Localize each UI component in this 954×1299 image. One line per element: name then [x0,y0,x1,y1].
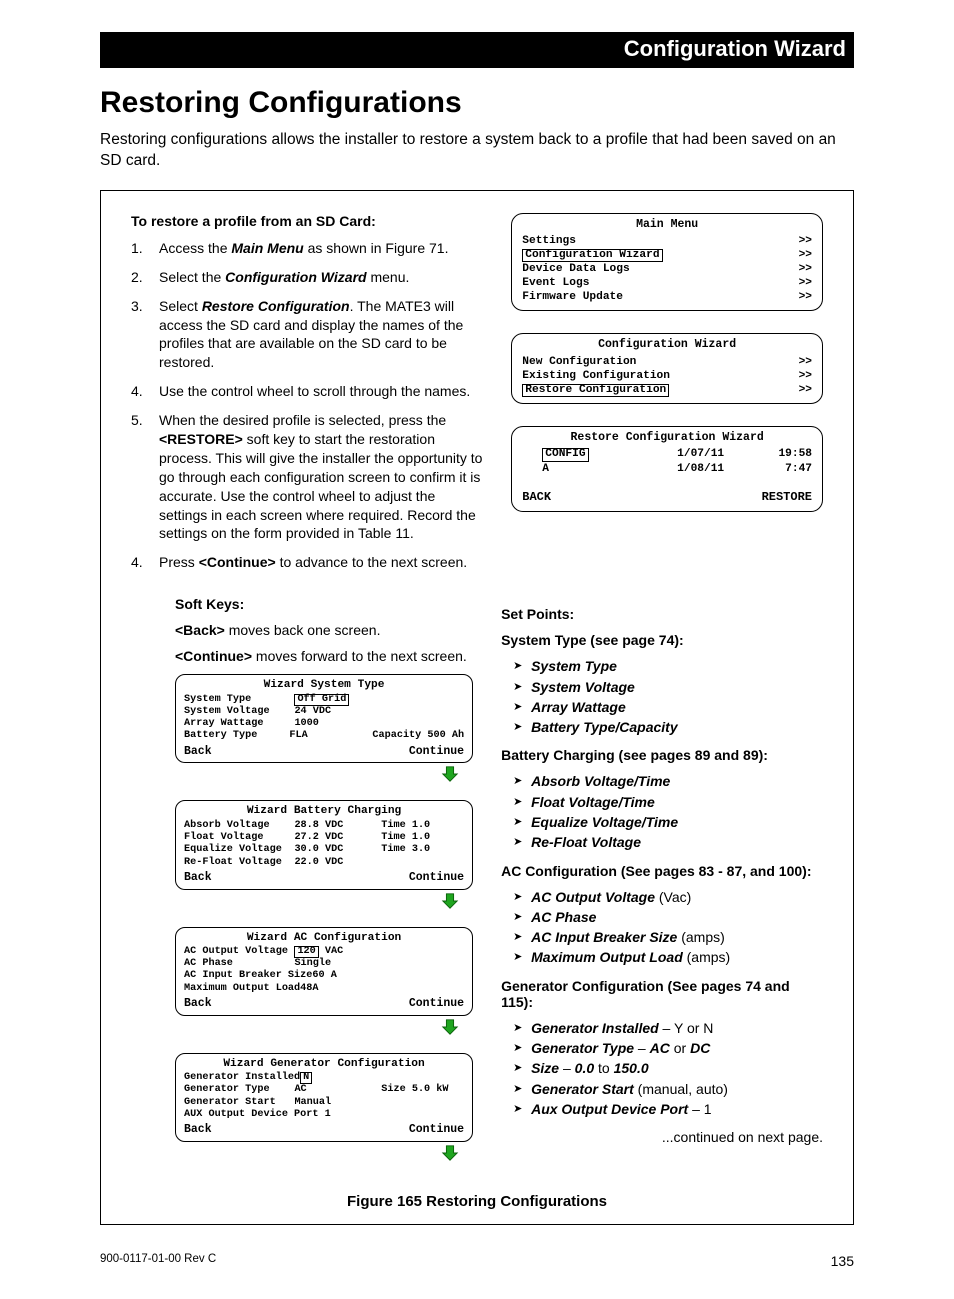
softkey-continue: Continue [409,871,464,885]
rcw-row: A1/08/117:47 [522,462,812,476]
down-arrow-icon [175,1144,459,1167]
set-point-item: AC Output Voltage (Vac) [513,887,823,907]
main-menu-item: Firmware Update>> [522,290,812,304]
down-arrow-icon [175,1018,459,1041]
mini-row: AC Input Breaker Size60 A [184,970,464,982]
step-1: Access the Main Menu as shown in Figure … [131,239,487,258]
softkey-back: Back [184,1123,212,1137]
down-arrow-icon [175,765,459,788]
set-point-item: AC Input Breaker Size (amps) [513,927,823,947]
softkeys-continue: <Continue> moves forward to the next scr… [175,648,473,664]
main-menu-item: Device Data Logs>> [522,262,812,276]
screen-wizard-system: Wizard System TypeSystem TypeOff GridSys… [175,674,473,763]
step-5: When the desired profile is selected, pr… [131,411,487,543]
softkey-back: Back [184,745,212,759]
header-breadcrumb: Configuration Wizard [100,32,854,68]
set-point-item: Generator Installed – Y or N [513,1018,823,1038]
battery-heading: Battery Charging (see pages 89 and 89): [501,747,823,763]
main-menu-item: Settings>> [522,234,812,248]
mini-row: AC Output Voltage120 VAC [184,946,464,958]
mini-row: Generator InstalledN [184,1072,464,1084]
gen-list: Generator Installed – Y or NGenerator Ty… [501,1018,823,1119]
footer-page: 135 [831,1253,854,1269]
gen-heading: Generator Configuration (See pages 74 an… [501,978,823,1010]
screen-config-wizard: Configuration Wizard New Configuration>>… [511,333,823,404]
mini-row: AUX Output Device Port 1 [184,1109,464,1121]
screen-wizard-battery: Wizard Battery ChargingAbsorb Voltage28.… [175,800,473,889]
set-point-item: System Voltage [513,677,823,697]
softkeys-back: <Back> moves back one screen. [175,622,473,638]
footer-rev: 900-0117-01-00 Rev C [100,1253,216,1269]
softkeys-heading: Soft Keys: [175,596,473,612]
screen-restore-wizard: Restore Configuration Wizard CONFIG1/07/… [511,426,823,512]
cw-title: Configuration Wizard [522,338,812,352]
mini-row: Equalize Voltage30.0 VDCTime 3.0 [184,844,464,856]
mini-row: Maximum Output Load48A [184,983,464,995]
main-menu-item: Configuration Wizard>> [522,248,812,262]
set-point-item: Generator Start (manual, auto) [513,1079,823,1099]
softkey-back: Back [184,997,212,1011]
mini-row: AC PhaseSingle [184,958,464,970]
set-point-item: Battery Type/Capacity [513,717,823,737]
battery-list: Absorb Voltage/TimeFloat Voltage/TimeEqu… [501,771,823,852]
screen-main-menu: Main Menu Settings>>Configuration Wizard… [511,213,823,312]
screen-wizard-gen: Wizard Generator ConfigurationGenerator … [175,1053,473,1142]
rcw-back: BACK [522,490,551,505]
set-points-heading: Set Points: [501,606,823,622]
set-point-item: Absorb Voltage/Time [513,771,823,791]
softkey-continue: Continue [409,1123,464,1137]
softkey-continue: Continue [409,745,464,759]
rcw-title: Restore Configuration Wizard [522,431,812,445]
main-menu-item: Event Logs>> [522,276,812,290]
rcw-restore: RESTORE [762,490,812,505]
mini-row: Array Wattage1000 [184,718,464,730]
down-arrow-icon [175,892,459,915]
page-title: Restoring Configurations [100,86,854,120]
set-point-item: Maximum Output Load (amps) [513,947,823,967]
cw-menu-item: Restore Configuration>> [522,383,812,397]
ac-heading: AC Configuration (See pages 83 - 87, and… [501,863,823,879]
mini-row: Re-Float Voltage22.0 VDC [184,857,464,869]
intro-text: Restoring configurations allows the inst… [100,130,854,172]
softkey-continue: Continue [409,997,464,1011]
restore-heading: To restore a profile from an SD Card: [131,213,487,229]
main-menu-title: Main Menu [522,218,812,232]
softkey-back: Back [184,871,212,885]
step-6: Press <Continue> to advance to the next … [131,553,487,572]
figure-caption: Figure 165 Restoring Configurations [131,1193,823,1210]
set-point-item: Re-Float Voltage [513,832,823,852]
cw-menu-item: New Configuration>> [522,355,812,369]
set-point-item: Size – 0.0 to 150.0 [513,1058,823,1078]
mini-row: Generator TypeACSize 5.0 kW [184,1084,464,1096]
mini-row: Battery TypeFLACapacity 500 Ah [184,730,464,742]
system-type-heading: System Type (see page 74): [501,632,823,648]
set-point-item: Float Voltage/Time [513,792,823,812]
mini-row: Absorb Voltage28.8 VDCTime 1.0 [184,820,464,832]
set-point-item: Equalize Voltage/Time [513,812,823,832]
steps-list: Access the Main Menu as shown in Figure … [131,239,487,572]
mini-row: System TypeOff Grid [184,694,464,706]
set-point-item: AC Phase [513,907,823,927]
continued-text: ...continued on next page. [501,1129,823,1145]
step-2: Select the Configuration Wizard menu. [131,268,487,287]
set-point-item: Generator Type – AC or DC [513,1038,823,1058]
cw-menu-item: Existing Configuration>> [522,369,812,383]
mini-row: Generator StartManual [184,1097,464,1109]
set-point-item: Array Wattage [513,697,823,717]
system-type-list: System TypeSystem VoltageArray WattageBa… [501,656,823,737]
ac-list: AC Output Voltage (Vac)AC PhaseAC Input … [501,887,823,968]
rcw-row: CONFIG1/07/1119:58 [522,447,812,461]
instruction-box: To restore a profile from an SD Card: Ac… [100,190,854,1225]
step-4: Use the control wheel to scroll through … [131,382,487,401]
set-point-item: Aux Output Device Port – 1 [513,1099,823,1119]
screen-wizard-ac: Wizard AC ConfigurationAC Output Voltage… [175,927,473,1016]
mini-row: Float Voltage27.2 VDCTime 1.0 [184,832,464,844]
step-3: Select Restore Configuration. The MATE3 … [131,297,487,373]
mini-row: System Voltage24 VDC [184,706,464,718]
set-point-item: System Type [513,656,823,676]
